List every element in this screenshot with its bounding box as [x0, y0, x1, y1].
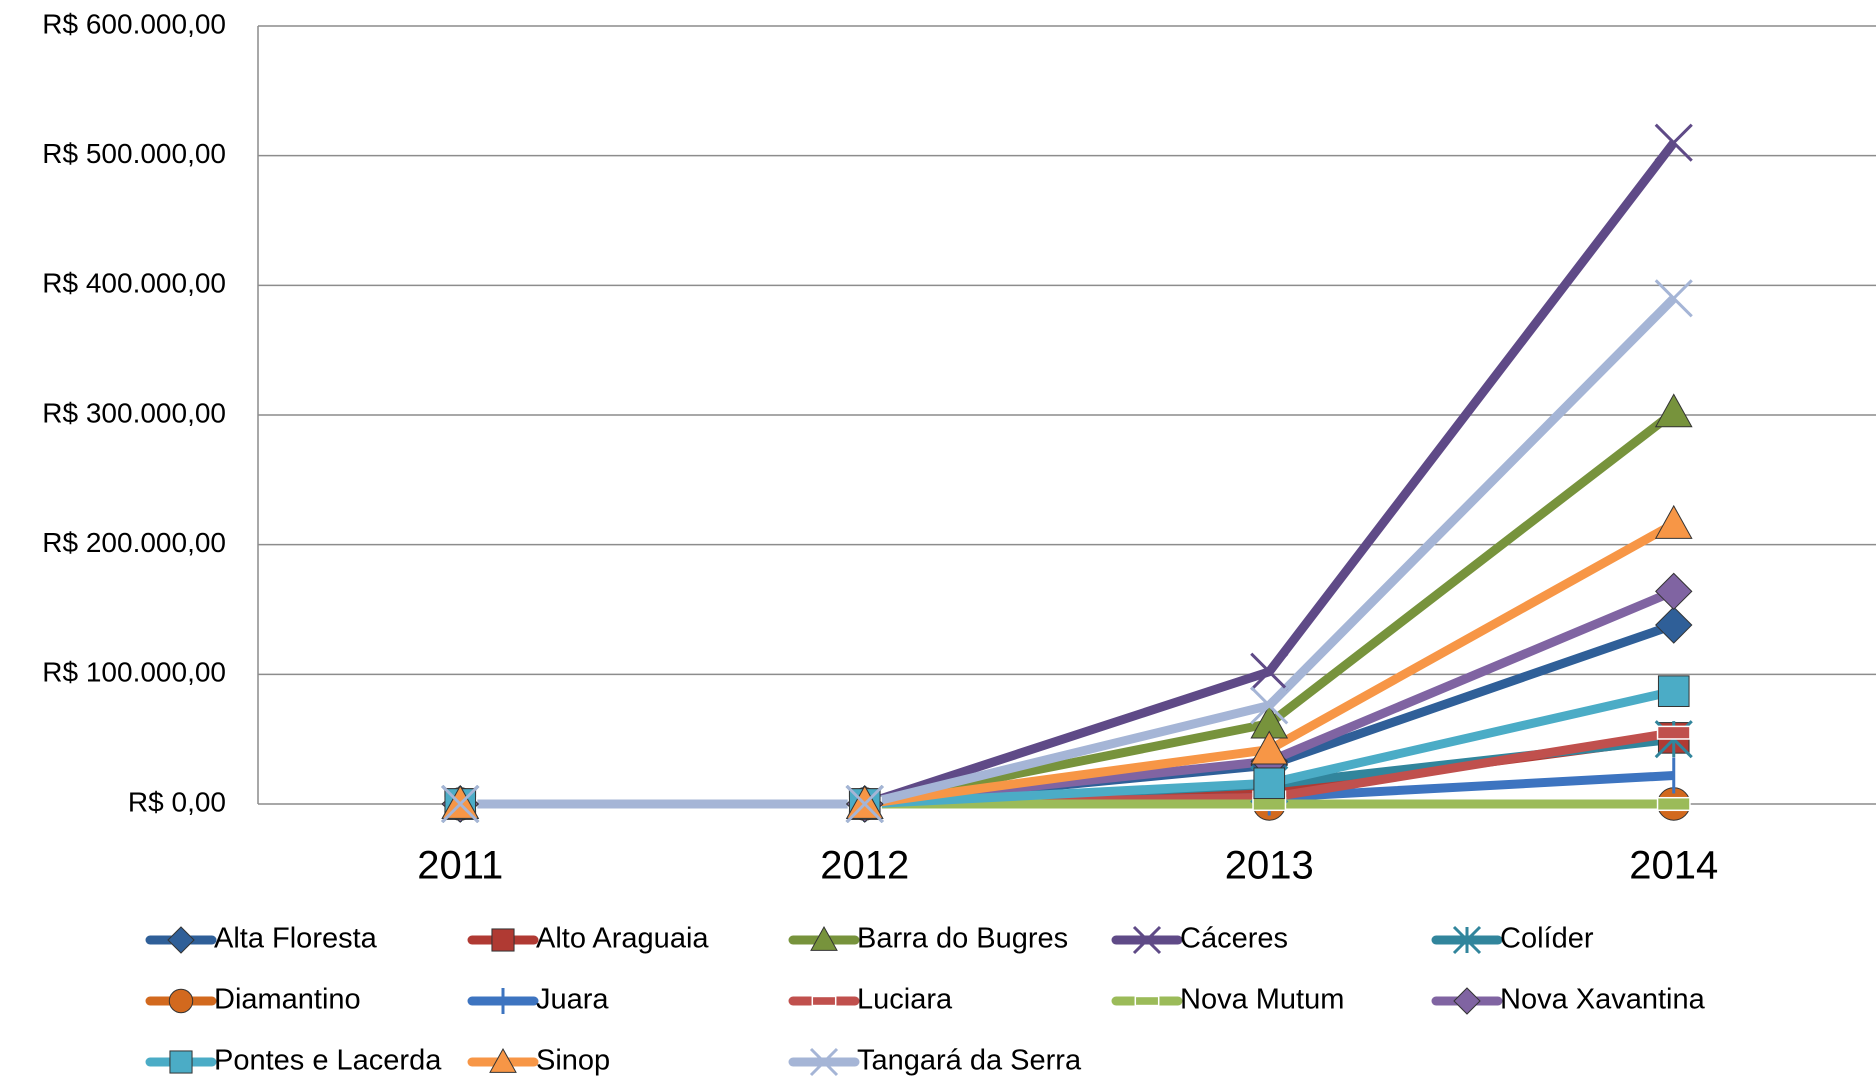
legend-label: Barra do Bugres: [857, 923, 1068, 955]
legend-label: Nova Mutum: [1180, 984, 1344, 1016]
marker: [1250, 652, 1289, 691]
legend-item: Pontes e Lacerda: [145, 1045, 442, 1077]
y-tick-label: R$ 200.000,00: [42, 527, 226, 558]
legend-label: Sinop: [536, 1045, 610, 1077]
legend-item: Nova Xavantina: [1431, 984, 1706, 1016]
marker: [1654, 393, 1693, 428]
legend-item: Cáceres: [1111, 923, 1288, 955]
legend-item: Colíder: [1431, 923, 1594, 955]
marker: [845, 784, 884, 824]
x-tick-label: 2014: [1629, 844, 1718, 888]
marker: [1654, 279, 1693, 318]
marker: [1655, 606, 1693, 644]
y-tick-label: R$ 100.000,00: [42, 657, 226, 688]
x-tick-label: 2012: [820, 844, 909, 888]
legend-label: Nova Xavantina: [1500, 984, 1706, 1016]
marker: [1132, 925, 1162, 955]
marker: [1657, 675, 1690, 707]
legend-item: Diamantino: [145, 984, 361, 1016]
x-tick-label: 2013: [1225, 844, 1314, 888]
lines: [460, 139, 1678, 809]
marker: [1655, 572, 1693, 611]
legend-label: Alta Floresta: [214, 923, 378, 955]
legend-item: Nova Mutum: [1111, 984, 1344, 1016]
marker: [168, 988, 194, 1014]
marker: [1253, 767, 1286, 800]
marker: [1250, 730, 1289, 765]
legend-item: Alto Araguaia: [467, 923, 709, 955]
legend-label: Tangará da Serra: [857, 1045, 1082, 1077]
legend-label: Juara: [536, 984, 609, 1016]
marker: [1654, 504, 1693, 539]
marker: [1453, 987, 1481, 1015]
legend-item: Barra do Bugres: [788, 923, 1068, 955]
marker: [491, 928, 515, 952]
marker: [441, 784, 480, 824]
series-line: [460, 408, 1677, 809]
markers: [441, 123, 1693, 824]
y-tick-label: R$ 400.000,00: [42, 268, 226, 299]
marker: [811, 995, 837, 1007]
y-tick-label: R$ 300.000,00: [42, 397, 226, 428]
legend-item: Tangará da Serra: [788, 1045, 1082, 1077]
legend-item: Juara: [467, 984, 609, 1016]
marker: [1656, 796, 1691, 812]
y-tick-label: R$ 0,00: [128, 786, 226, 817]
marker: [1250, 686, 1289, 725]
legend-label: Alto Araguaia: [536, 923, 709, 955]
legend-label: Diamantino: [214, 984, 361, 1016]
x-tick-label: 2011: [417, 844, 503, 888]
series-line: [460, 295, 1677, 809]
marker: [489, 1047, 517, 1073]
y-tick-label: R$ 500.000,00: [42, 138, 226, 169]
legend-label: Pontes e Lacerda: [214, 1045, 442, 1077]
marker: [1134, 995, 1160, 1007]
legend-item: Alta Floresta: [145, 923, 378, 955]
marker: [1252, 796, 1287, 812]
legend-label: Luciara: [857, 984, 953, 1016]
marker: [1656, 725, 1691, 740]
series-line: [460, 139, 1678, 809]
legend-label: Colíder: [1500, 923, 1594, 955]
legend-item: Sinop: [467, 1045, 610, 1077]
legend-label: Cáceres: [1180, 923, 1288, 955]
marker: [810, 925, 838, 951]
marker: [809, 1047, 839, 1077]
marker: [169, 1050, 193, 1074]
legend-item: Luciara: [788, 984, 953, 1016]
marker: [1452, 925, 1482, 955]
marker: [167, 926, 195, 954]
marker: [1654, 123, 1693, 162]
y-tick-label: R$ 600.000,00: [42, 8, 226, 39]
